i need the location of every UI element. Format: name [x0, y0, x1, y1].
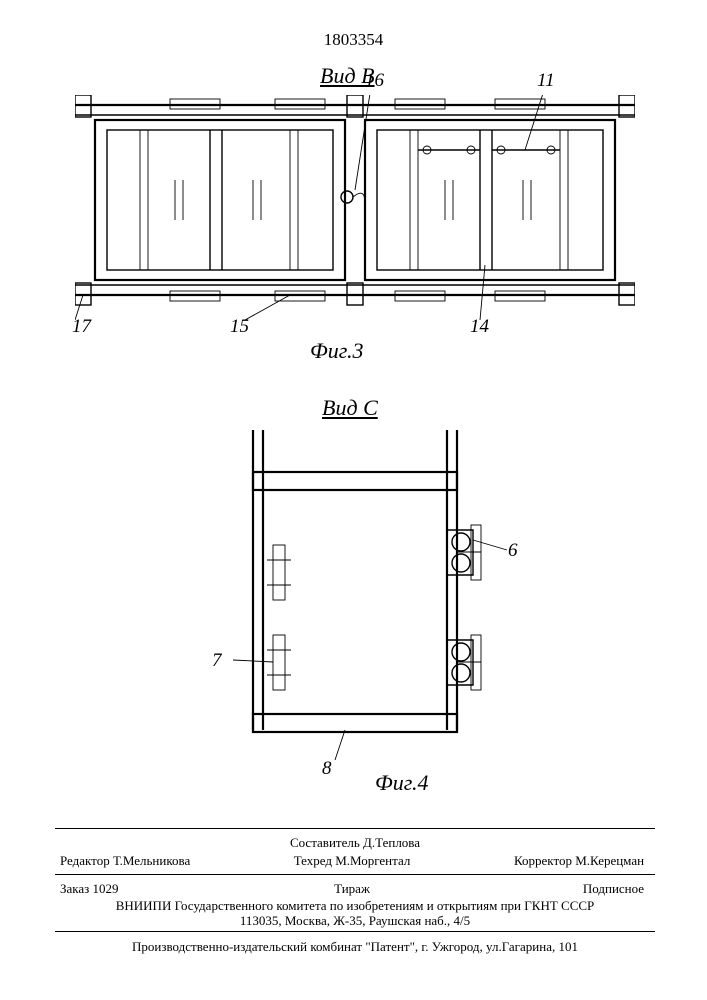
callout-7: 7 — [212, 650, 222, 672]
callout-14: 14 — [470, 316, 489, 338]
tech-name: М.Моргентал — [335, 853, 410, 868]
order-row: Заказ 1029ТиражПодписное — [60, 880, 650, 898]
callout-6: 6 — [508, 540, 518, 562]
callout-11: 11 — [537, 70, 555, 92]
fig3-caption: Фиг.3 — [310, 338, 364, 364]
order: Заказ 1029 — [60, 880, 255, 898]
tech-label: Техред — [294, 853, 332, 868]
editor-label: Редактор — [60, 853, 110, 868]
tirage: Тираж — [255, 880, 450, 898]
callout-8: 8 — [322, 758, 332, 780]
callout-17: 17 — [72, 316, 91, 338]
compiler-row: Составитель Д.Теплова — [60, 834, 650, 852]
callout-16: 16 — [365, 70, 384, 92]
corrector-label: Корректор — [514, 853, 572, 868]
sub: Подписное — [449, 880, 644, 898]
figure-4 — [215, 430, 515, 770]
compiler-name: Д.Теплова — [363, 835, 420, 850]
compiler-label: Составитель — [290, 835, 360, 850]
press: Производственно-издательский комбинат "П… — [60, 938, 650, 956]
org2: 113035, Москва, Ж-35, Раушская наб., 4/5 — [60, 912, 650, 930]
fig4-title: Вид С — [322, 395, 378, 421]
callout-15: 15 — [230, 316, 249, 338]
patent-number: 1803354 — [0, 30, 707, 50]
fig4-caption: Фиг.4 — [375, 770, 429, 796]
figure-3 — [75, 95, 635, 325]
editor-name: Т.Мельникова — [113, 853, 190, 868]
credits-row: Редактор Т.Мельникова Техред М.Моргентал… — [60, 852, 650, 870]
corrector-name: М.Керецман — [575, 853, 644, 868]
